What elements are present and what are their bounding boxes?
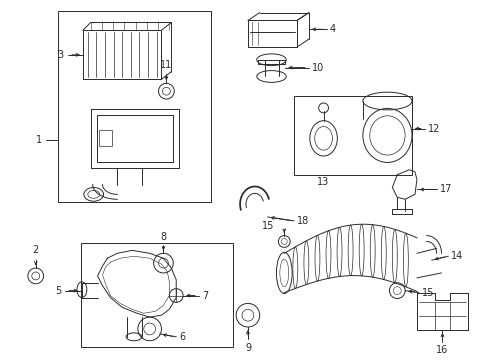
Text: 18: 18 — [296, 216, 309, 226]
Text: 8: 8 — [160, 231, 166, 242]
Text: 6: 6 — [179, 332, 185, 342]
Text: 3: 3 — [57, 50, 63, 60]
Text: 17: 17 — [439, 184, 451, 194]
Text: 7: 7 — [202, 291, 207, 301]
Bar — [99, 130, 112, 146]
Text: 10: 10 — [311, 63, 324, 73]
Text: 15: 15 — [262, 221, 274, 231]
Bar — [81, 243, 233, 347]
Text: 9: 9 — [244, 343, 250, 353]
Text: 1: 1 — [36, 135, 41, 145]
Text: 12: 12 — [427, 123, 439, 134]
Text: 11: 11 — [160, 60, 172, 69]
Text: 14: 14 — [450, 251, 463, 261]
Text: 5: 5 — [55, 285, 61, 296]
Bar — [293, 96, 411, 175]
Bar — [58, 11, 210, 202]
Text: 13: 13 — [316, 177, 328, 186]
Text: 15: 15 — [421, 288, 433, 298]
Text: 4: 4 — [329, 24, 335, 34]
Text: 2: 2 — [33, 245, 39, 255]
Text: 16: 16 — [435, 345, 447, 355]
